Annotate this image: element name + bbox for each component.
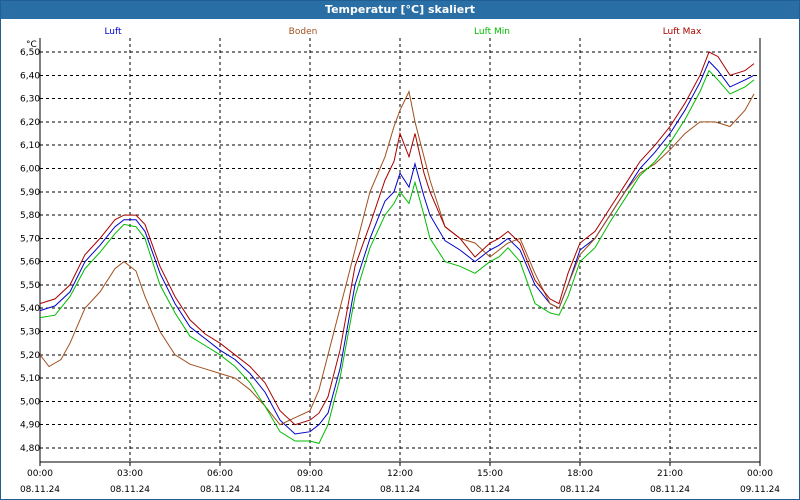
y-tick-label: 5,90 (20, 188, 40, 198)
legend-item-boden: Boden (289, 27, 318, 37)
y-axis-unit: °C (26, 40, 37, 50)
y-tick-label: 6,00 (20, 164, 40, 174)
x-tick-time: 03:00 (117, 469, 143, 479)
legend-item-luft-max: Luft Max (663, 27, 702, 37)
series-line-luft-min (39, 69, 755, 444)
y-tick-label: 6,40 (20, 71, 40, 81)
y-tick-label: 5,80 (20, 211, 40, 221)
legend-item-luft-min: Luft Min (474, 27, 510, 37)
y-tick-label: 5,40 (20, 304, 40, 314)
series-line-luft (39, 60, 755, 435)
y-tick-label: 4,80 (20, 444, 40, 454)
x-tick-date: 09.11.24 (740, 485, 780, 495)
x-tick-date: 08.11.24 (200, 485, 240, 495)
legend-item-luft: Luft (104, 27, 122, 37)
x-tick-date: 08.11.24 (20, 485, 60, 495)
y-tick-label: 6,10 (20, 141, 40, 151)
y-tick-label: 5,70 (20, 234, 40, 244)
x-tick-time: 00:00 (27, 469, 53, 479)
x-tick-time: 12:00 (387, 469, 413, 479)
chart-title: Temperatur [°C] skaliert (1, 1, 799, 19)
x-tick-time: 09:00 (297, 469, 323, 479)
x-tick-time: 06:00 (207, 469, 233, 479)
chart-axes (39, 38, 761, 466)
chart-legend: Luft Boden Luft Min Luft Max (104, 27, 702, 37)
x-tick-time: 00:00 (747, 469, 773, 479)
x-tick-date: 08.11.24 (650, 485, 690, 495)
x-tick-date: 08.11.24 (110, 485, 150, 495)
y-tick-label: 6,20 (20, 118, 40, 128)
chart-series (39, 51, 755, 444)
x-tick-time: 18:00 (567, 469, 593, 479)
x-tick-time: 15:00 (477, 469, 503, 479)
y-tick-label: 5,30 (20, 328, 40, 338)
x-tick-date: 08.11.24 (380, 485, 420, 495)
y-tick-label: 4,90 (20, 421, 40, 431)
y-tick-label: 5,10 (20, 374, 40, 384)
x-tick-date: 08.11.24 (560, 485, 600, 495)
series-line-boden (39, 90, 755, 426)
y-tick-label: 5,60 (20, 258, 40, 268)
x-tick-date: 08.11.24 (470, 485, 510, 495)
y-tick-label: 5,00 (20, 397, 40, 407)
y-tick-label: 6,30 (20, 95, 40, 105)
y-tick-label: 6,50 (20, 48, 40, 58)
chart-labels: 6,50 6,40 6,30 6,20 6,10 6,00 5,90 5,80 5,70 5,60… (20, 40, 780, 495)
y-tick-label: 5,20 (20, 351, 40, 361)
x-tick-time: 21:00 (657, 469, 683, 479)
chart-grid (40, 38, 760, 462)
x-tick-date: 08.11.24 (290, 485, 330, 495)
series-line-luft-max (39, 51, 755, 426)
y-tick-label: 5,50 (20, 281, 40, 291)
